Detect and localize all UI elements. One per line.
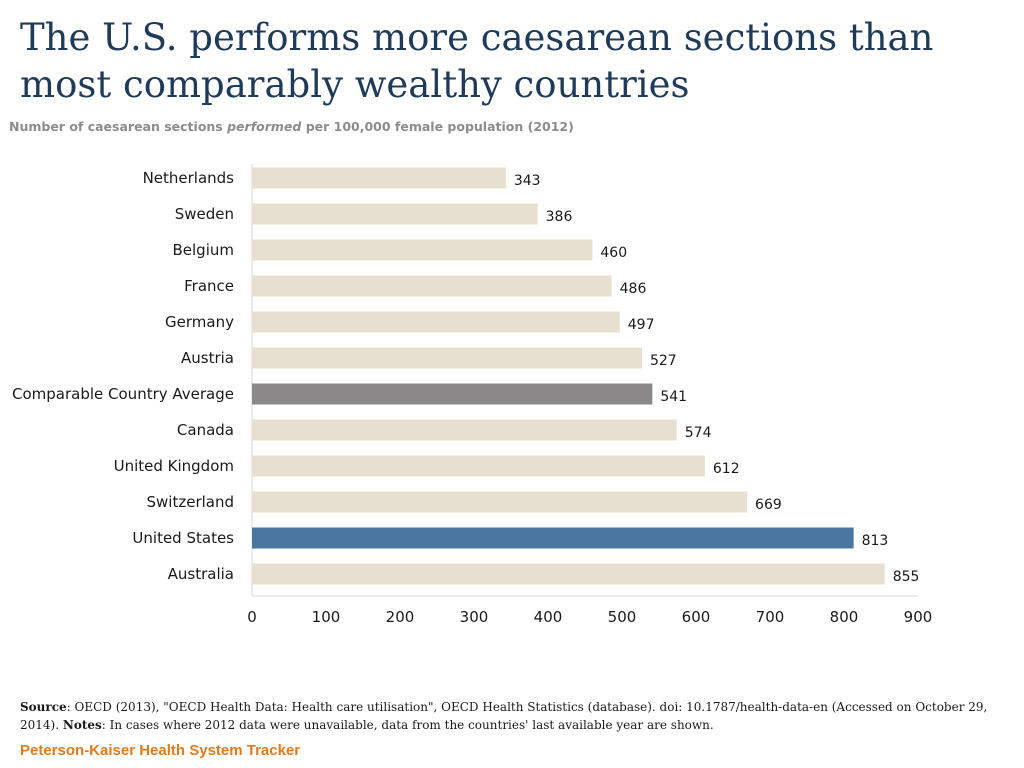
x-tick-0: 0 [247, 608, 257, 626]
x-tick-300: 300 [460, 608, 489, 626]
subtitle-text-emphasis: performed [227, 119, 302, 134]
bar-united-states [252, 527, 854, 549]
x-tick-labels: 0 100 200 300 400 500 600 700 800 900 [247, 608, 932, 626]
category-label-sweden: Sweden [175, 205, 234, 223]
bar-germany [252, 311, 620, 333]
category-label-united-kingdom: United Kingdom [114, 457, 234, 475]
bar-canada [252, 419, 677, 441]
bar-united-kingdom [252, 455, 705, 477]
category-label-switzerland: Switzerland [147, 493, 235, 511]
category-label-netherlands: Netherlands [143, 169, 235, 187]
notes-label: Notes [62, 718, 102, 732]
bar-france [252, 275, 612, 297]
x-tick-500: 500 [608, 608, 637, 626]
x-tick-700: 700 [756, 608, 785, 626]
x-tick-900: 900 [904, 608, 933, 626]
value-label-united-kingdom: 612 [713, 461, 740, 477]
source-text: : OECD (2013), "OECD Health Data: Health… [20, 700, 988, 732]
bar-australia [252, 563, 885, 585]
category-label-canada: Canada [177, 421, 234, 439]
value-label-france: 486 [620, 281, 647, 297]
value-label-germany: 497 [628, 317, 655, 333]
subtitle-text-before: Number of caesarean sections [9, 119, 228, 134]
brand-footer: Peterson-Kaiser Health System Tracker [20, 742, 301, 759]
category-label-united-states: United States [132, 529, 234, 547]
value-label-canada: 574 [685, 425, 712, 441]
category-label-germany: Germany [165, 313, 234, 331]
source-label: Source [20, 700, 67, 714]
value-label-austria: 527 [650, 353, 677, 369]
value-label-belgium: 460 [600, 245, 627, 261]
bar-comparable-country-average [252, 383, 653, 405]
value-label-netherlands: 343 [514, 173, 541, 189]
value-label-australia: 855 [893, 569, 920, 585]
value-labels: 343 386 460 486 497 527 541 574 612 669 813 855 [514, 173, 920, 585]
category-label-france: France [184, 277, 234, 295]
bar-sweden [252, 203, 538, 225]
value-label-united-states: 813 [862, 533, 889, 549]
bar-netherlands [252, 167, 506, 189]
value-label-sweden: 386 [546, 209, 573, 225]
notes-text: : In cases where 2012 data were unavaila… [101, 718, 714, 732]
x-tick-100: 100 [312, 608, 341, 626]
value-label-comparable-country-average: 541 [660, 389, 687, 405]
chart-title: The U.S. performs more caesarean section… [20, 16, 934, 106]
bars-group [252, 167, 885, 585]
x-tick-800: 800 [830, 608, 859, 626]
category-label-comparable-country-average: Comparable Country Average [12, 385, 234, 403]
bar-switzerland [252, 491, 748, 513]
category-label-australia: Australia [168, 565, 234, 583]
x-tick-600: 600 [682, 608, 711, 626]
x-tick-400: 400 [534, 608, 563, 626]
source-note: Source: OECD (2013), "OECD Health Data: … [20, 698, 1010, 734]
bar-chart: Netherlands Sweden Belgium France Germany Aus… [12, 164, 932, 626]
bar-belgium [252, 239, 593, 261]
axis-lines [251, 164, 918, 597]
subtitle-text-after: per 100,000 female population (2012) [301, 119, 574, 134]
chart-subtitle: Number of caesarean sections performed p… [9, 119, 574, 134]
category-label-belgium: Belgium [173, 241, 235, 259]
category-label-austria: Austria [181, 349, 234, 367]
category-labels: Netherlands Sweden Belgium France Germany Aus… [12, 169, 234, 583]
bar-austria [252, 347, 642, 369]
value-label-switzerland: 669 [755, 497, 782, 513]
x-tick-200: 200 [386, 608, 415, 626]
